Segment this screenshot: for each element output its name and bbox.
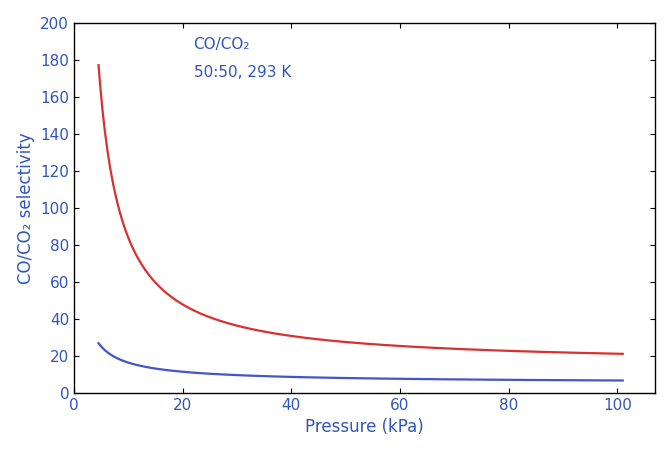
- Text: CO/CO₂: CO/CO₂: [194, 38, 250, 53]
- Text: 50:50, 293 K: 50:50, 293 K: [194, 65, 291, 80]
- Y-axis label: CO/CO₂ selectivity: CO/CO₂ selectivity: [17, 132, 35, 284]
- X-axis label: Pressure (kPa): Pressure (kPa): [305, 418, 424, 436]
